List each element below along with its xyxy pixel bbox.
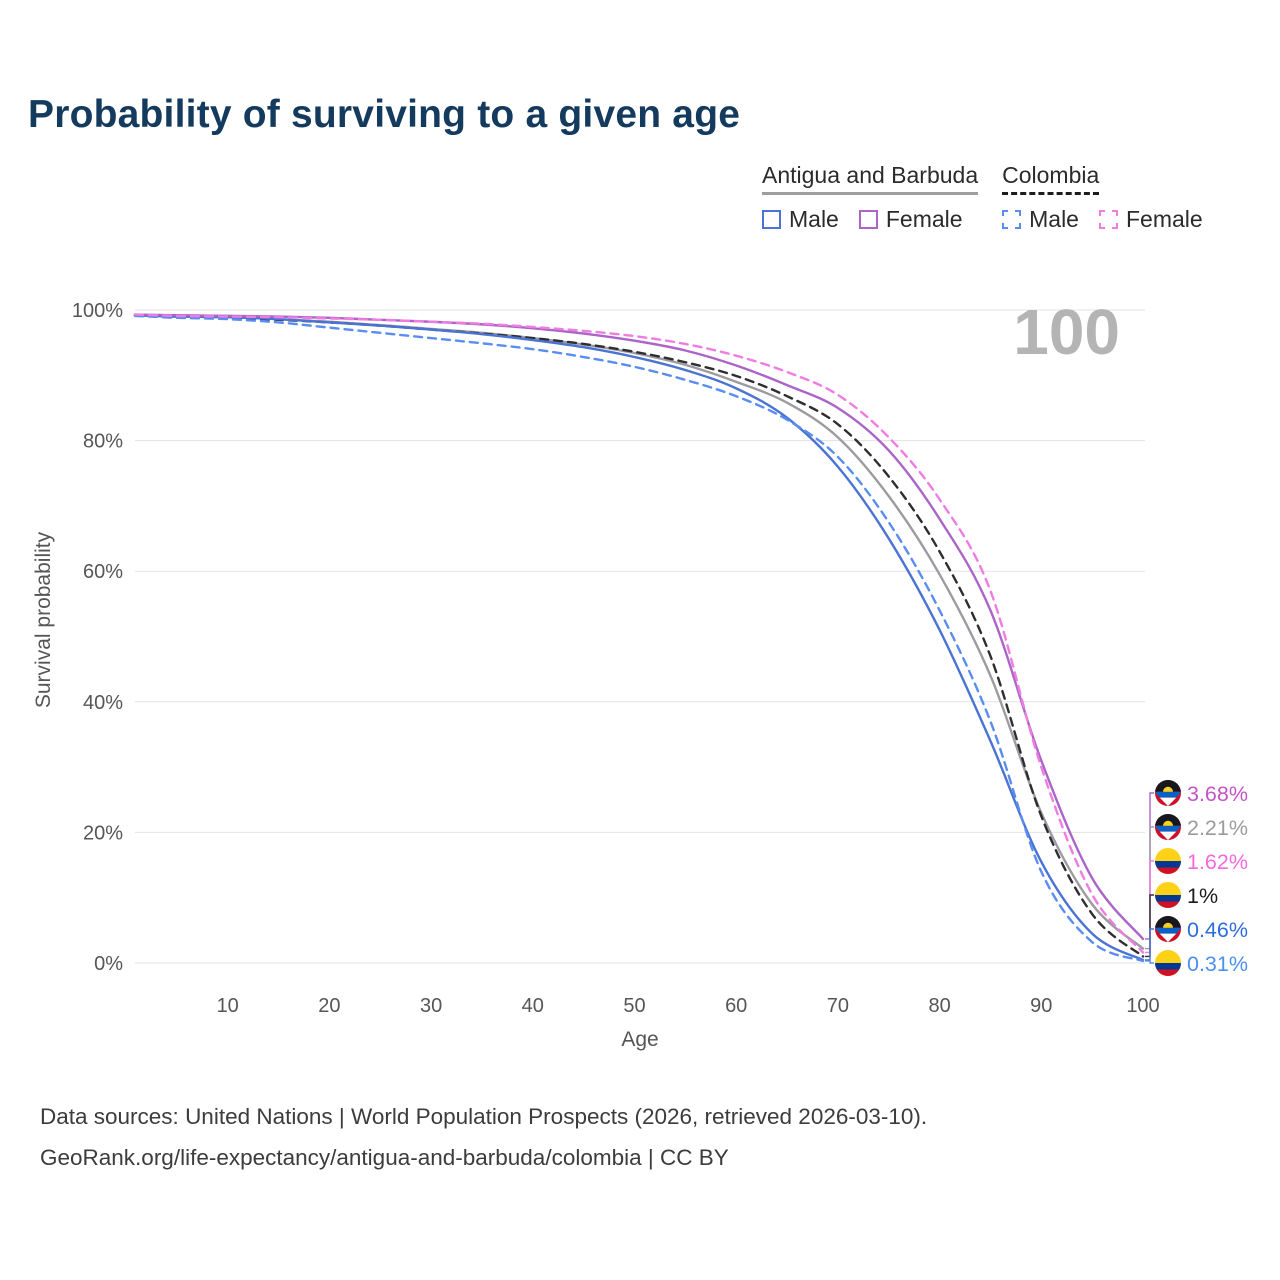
x-tick-label-20: 20 (318, 995, 340, 1017)
legend-item-antigua-female[interactable]: Female (858, 206, 963, 233)
survival-curve-colombia-female (133, 313, 1145, 954)
footer: Data sources: United Nations | World Pop… (40, 1104, 927, 1186)
end-value-label-antigua-barbuda-both: 2.21% (1187, 816, 1248, 840)
y-tick-label-20: 20% (83, 822, 123, 844)
legend-label-antigua-female: Female (885, 206, 963, 232)
legend-group-antigua-barbuda: Antigua and Barbuda Male Female (762, 162, 979, 233)
line-swatch-antigua-male-icon (762, 210, 781, 229)
legend-label-antigua-male: Male (789, 206, 839, 232)
end-label-connector-colombia-male (1145, 960, 1154, 964)
antigua-barbuda-flag-icon (1155, 916, 1181, 942)
end-value-label-colombia-male: 0.31% (1187, 952, 1248, 976)
x-tick-label-90: 90 (1030, 995, 1052, 1017)
y-tick-label-60: 60% (83, 561, 123, 583)
chart-legend: Antigua and Barbuda Male Female Colombia… (762, 162, 1203, 233)
legend-item-colombia-female[interactable]: Female (1098, 206, 1203, 233)
legend-label-colombia-male: Male (1029, 206, 1079, 232)
end-value-label-colombia-female: 1.62% (1187, 850, 1248, 874)
antigua-barbuda-flag-icon (1155, 780, 1181, 806)
x-tick-label-60: 60 (725, 995, 747, 1017)
end-value-label-antigua-barbuda-female: 3.68% (1187, 782, 1248, 806)
colombia-flag-icon (1155, 950, 1181, 976)
y-tick-label-100: 100% (72, 300, 123, 322)
y-axis-title: Survival probability (32, 531, 55, 709)
y-tick-label-40: 40% (83, 692, 123, 714)
x-axis-title: Age (621, 1028, 659, 1051)
survival-curve-antigua-barbuda-both (133, 314, 1145, 950)
page-title: Probability of surviving to a given age (28, 93, 741, 136)
end-label-connector-antigua-barbuda-male (1145, 928, 1154, 961)
survival-curve-colombia-both (133, 314, 1145, 958)
x-tick-label-50: 50 (623, 995, 645, 1017)
legend-country-colombia[interactable]: Colombia (1002, 162, 1100, 195)
x-tick-label-40: 40 (522, 995, 544, 1017)
attribution-line: GeoRank.org/life-expectancy/antigua-and-… (40, 1145, 729, 1170)
legend-item-antigua-male[interactable]: Male (762, 206, 839, 233)
y-tick-label-0: 0% (94, 953, 123, 975)
data-sources-line: Data sources: United Nations | World Pop… (40, 1104, 928, 1129)
end-value-label-antigua-barbuda-male: 0.46% (1187, 918, 1248, 942)
survival-curve-colombia-male (133, 314, 1145, 963)
survival-curve-antigua-barbuda-female (133, 313, 1145, 941)
x-tick-label-30: 30 (420, 995, 442, 1017)
x-tick-label-10: 10 (217, 995, 239, 1017)
legend-label-colombia-female: Female (1125, 206, 1203, 232)
x-tick-label-80: 80 (928, 995, 950, 1017)
hovered-age-watermark: 100 (1013, 296, 1120, 368)
legend-group-colombia: Colombia Male Female (1002, 162, 1203, 233)
line-swatch-colombia-male-icon (1002, 210, 1022, 229)
x-tick-label-70: 70 (827, 995, 849, 1017)
line-swatch-antigua-female-icon (858, 210, 878, 229)
colombia-flag-icon (1155, 882, 1181, 908)
y-tick-label-80: 80% (83, 431, 123, 453)
colombia-flag-icon (1155, 848, 1181, 874)
line-swatch-colombia-female-icon (1098, 210, 1118, 229)
x-tick-label-100: 100 (1126, 995, 1159, 1017)
end-value-label-colombia-both: 1% (1187, 884, 1218, 908)
legend-country-antigua-barbuda[interactable]: Antigua and Barbuda (762, 162, 979, 195)
survival-curve-antigua-barbuda-male (133, 314, 1145, 962)
antigua-barbuda-flag-icon (1155, 814, 1181, 840)
end-label-connector-colombia-both (1145, 894, 1154, 958)
legend-item-colombia-male[interactable]: Male (1002, 206, 1079, 233)
